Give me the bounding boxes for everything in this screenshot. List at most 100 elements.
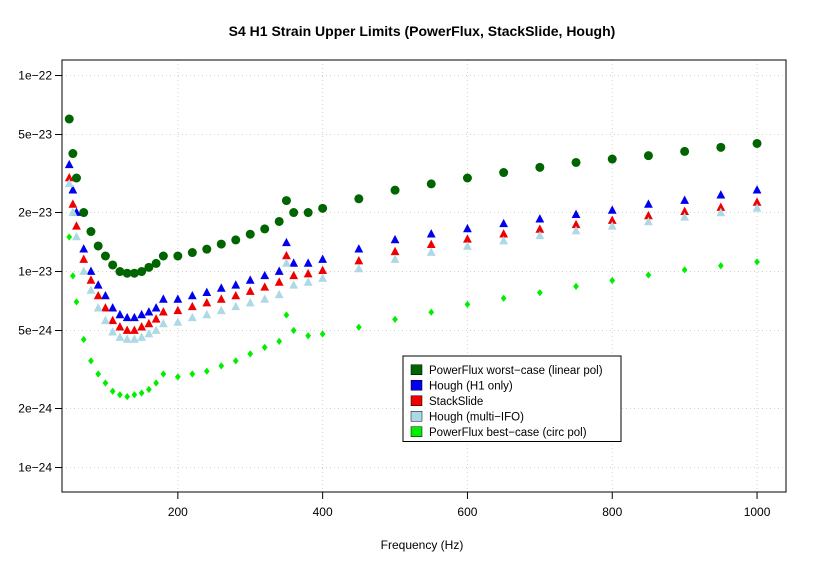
data-point bbox=[144, 318, 154, 328]
data-point bbox=[72, 231, 81, 241]
data-point bbox=[354, 263, 364, 273]
data-point bbox=[500, 294, 507, 302]
data-point bbox=[289, 270, 299, 280]
data-point bbox=[216, 294, 226, 303]
data-point bbox=[173, 294, 183, 303]
data-point bbox=[354, 244, 364, 253]
data-point bbox=[318, 203, 328, 213]
data-point bbox=[716, 202, 726, 211]
data-point bbox=[231, 290, 241, 300]
data-point bbox=[535, 230, 545, 240]
data-point bbox=[79, 244, 89, 253]
data-point bbox=[122, 325, 132, 334]
data-point bbox=[216, 283, 226, 292]
data-point bbox=[463, 223, 472, 233]
data-point bbox=[80, 335, 87, 344]
data-point bbox=[426, 229, 436, 238]
legend-swatch bbox=[410, 426, 423, 437]
data-point bbox=[274, 289, 284, 299]
grid bbox=[62, 60, 786, 492]
data-point bbox=[354, 256, 364, 265]
data-point bbox=[68, 149, 78, 159]
data-point bbox=[131, 391, 138, 399]
series-1 bbox=[64, 159, 762, 322]
data-point bbox=[644, 210, 653, 220]
data-point bbox=[64, 114, 74, 124]
data-point bbox=[108, 327, 118, 336]
data-point bbox=[245, 275, 255, 284]
plot-frame bbox=[61, 59, 787, 493]
data-point bbox=[607, 154, 617, 164]
y-tick-label: 1e−22 bbox=[18, 69, 52, 83]
data-point bbox=[274, 266, 284, 275]
data-point bbox=[499, 229, 509, 238]
data-point bbox=[276, 337, 283, 345]
data-point bbox=[390, 185, 400, 195]
data-point bbox=[86, 266, 96, 275]
data-point bbox=[115, 332, 125, 341]
data-point bbox=[318, 273, 328, 282]
data-point bbox=[260, 224, 270, 234]
y-tick-label: 1e−24 bbox=[18, 461, 52, 475]
data-point bbox=[64, 172, 74, 182]
data-point bbox=[426, 247, 436, 256]
data-point bbox=[644, 199, 653, 208]
data-point bbox=[202, 287, 212, 296]
data-point bbox=[303, 269, 313, 278]
data-point bbox=[609, 276, 616, 285]
data-point bbox=[203, 367, 210, 375]
data-point bbox=[187, 248, 197, 258]
data-point bbox=[173, 305, 183, 315]
data-point bbox=[151, 258, 161, 268]
data-point bbox=[64, 159, 74, 169]
data-point bbox=[303, 277, 313, 286]
data-point bbox=[607, 221, 617, 230]
data-point bbox=[752, 138, 762, 148]
data-point bbox=[282, 250, 291, 260]
data-point bbox=[354, 194, 364, 204]
data-point bbox=[644, 216, 653, 226]
data-point bbox=[73, 298, 80, 306]
data-point bbox=[216, 305, 226, 315]
data-point bbox=[137, 332, 147, 341]
data-point bbox=[535, 162, 545, 172]
legend-label: StackSlide bbox=[429, 396, 483, 408]
x-tick-label: 600 bbox=[457, 505, 477, 519]
data-point bbox=[79, 254, 89, 263]
x-tick-label: 1000 bbox=[744, 505, 771, 519]
data-point bbox=[173, 317, 183, 326]
data-point bbox=[318, 265, 328, 274]
data-point bbox=[68, 185, 78, 194]
data-point bbox=[462, 173, 472, 183]
data-point bbox=[151, 314, 161, 323]
data-point bbox=[426, 239, 436, 249]
data-point bbox=[124, 393, 131, 401]
data-point bbox=[535, 224, 545, 233]
data-point bbox=[108, 303, 118, 312]
data-point bbox=[153, 379, 159, 387]
data-point bbox=[390, 254, 400, 263]
data-point bbox=[274, 277, 284, 286]
data-point bbox=[137, 322, 147, 331]
data-point bbox=[122, 268, 132, 278]
x-tick-label: 400 bbox=[313, 505, 333, 519]
data-point bbox=[247, 350, 254, 358]
x-axis-label: Frequency (Hz) bbox=[381, 538, 464, 552]
data-point bbox=[187, 312, 197, 322]
data-point bbox=[102, 379, 109, 387]
data-point bbox=[144, 328, 154, 338]
data-point bbox=[122, 334, 132, 343]
data-point bbox=[716, 142, 726, 152]
data-point bbox=[137, 267, 147, 277]
data-point bbox=[115, 267, 125, 277]
data-point bbox=[160, 370, 167, 378]
data-point bbox=[129, 268, 139, 278]
data-point bbox=[290, 326, 297, 335]
data-point bbox=[66, 233, 73, 241]
x-tick-label: 800 bbox=[602, 505, 622, 519]
data-point bbox=[463, 241, 472, 250]
series-3 bbox=[64, 178, 762, 343]
data-point bbox=[86, 227, 96, 237]
data-point bbox=[607, 215, 617, 224]
data-point bbox=[115, 322, 125, 331]
